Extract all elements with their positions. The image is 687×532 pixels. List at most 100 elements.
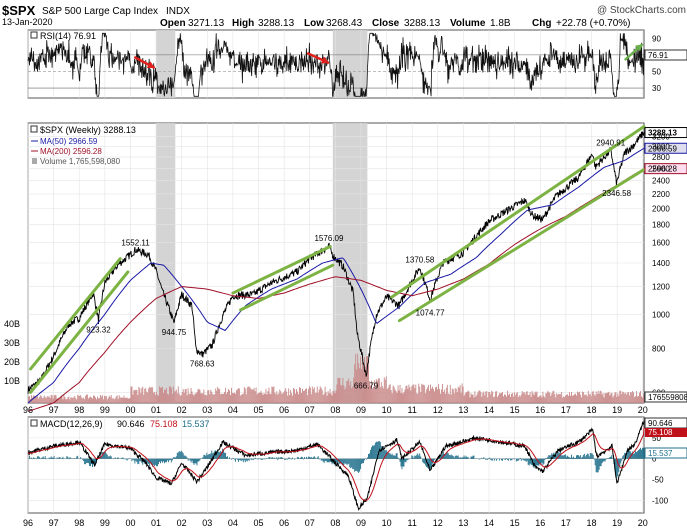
volume-bar (213, 394, 215, 403)
volume-bar (521, 391, 523, 403)
macd-histogram-bar (615, 458, 617, 476)
volume-bar (80, 394, 82, 403)
macd-histogram-bar (454, 455, 456, 459)
macd-histogram-bar (313, 456, 315, 459)
volume-bar (305, 388, 307, 403)
volume-bar (263, 393, 265, 403)
year-label-mid-96: 96 (23, 405, 33, 415)
volume-bar (87, 394, 89, 403)
volume-bar (366, 356, 367, 403)
macd-histogram-bar (540, 458, 542, 466)
year-label-mid-03: 03 (202, 405, 212, 415)
volume-bar (467, 390, 469, 403)
macd-histogram-bar (197, 458, 199, 462)
volume-bar (286, 391, 288, 403)
volume-bar (356, 369, 358, 403)
volume-bar (335, 390, 337, 403)
macd-histogram-bar (352, 458, 354, 470)
volume-value-label: 1765598080 (648, 393, 687, 402)
macd-histogram-bar (191, 458, 193, 461)
volume-bar (284, 390, 286, 403)
macd-histogram-bar (382, 445, 384, 459)
macd-histogram-bar (634, 453, 636, 459)
hist-value-box (644, 447, 687, 459)
volume-bar (206, 395, 208, 403)
year-label-bottom-10: 10 (382, 518, 392, 528)
volume-bar (608, 391, 610, 403)
volume-label: Volume (450, 18, 486, 29)
volume-bar (574, 394, 575, 403)
macd-histogram-bar (289, 457, 291, 459)
volume-bar (367, 356, 368, 403)
macd-histogram-bar (465, 455, 467, 459)
macd-histogram-bar (50, 456, 52, 459)
signal-line (28, 427, 645, 501)
macd-histogram-bar (298, 457, 299, 459)
volume-bar (96, 399, 97, 403)
volume-bar (593, 394, 595, 403)
high-value: 3288.13 (258, 18, 295, 29)
volume-bar (217, 386, 219, 403)
volume-bar (386, 389, 388, 403)
macd-histogram-bar (422, 458, 424, 463)
volume-bar (202, 393, 204, 403)
macd-histogram-bar (59, 457, 61, 459)
volume-bar (164, 390, 166, 403)
volume-bar (563, 396, 565, 403)
macd-histogram-bar (511, 458, 513, 460)
volume-bar (582, 392, 584, 403)
volume-bar (493, 397, 495, 403)
macd-histogram-bar (494, 458, 496, 461)
macd-histogram-bar (247, 458, 249, 461)
volume-bar (155, 394, 157, 403)
macd-histogram-bar (305, 456, 307, 459)
volume-bar (261, 393, 263, 403)
macd-histogram-bar (116, 457, 118, 459)
year-label-bottom-96: 96 (23, 518, 33, 528)
volume-bar (312, 389, 314, 403)
macd-histogram-bar (233, 458, 235, 460)
volume-bar (414, 388, 416, 403)
volume-bar (71, 397, 73, 403)
volume-bar (415, 384, 417, 403)
macd-histogram-bar (362, 458, 364, 464)
volume-bar (430, 384, 432, 403)
volume-bar (401, 388, 403, 403)
macd-histogram-bar (617, 458, 619, 476)
macd-histogram-bar (411, 455, 413, 459)
annotation-666.79: 666.79 (354, 381, 379, 390)
macd-value-label: 90.646 (648, 419, 673, 428)
macd-histogram-bar (536, 458, 538, 466)
volume-bar (281, 393, 283, 403)
volume-bar (136, 389, 138, 403)
macd-histogram-bar (561, 455, 563, 459)
macd-histogram-bar (210, 453, 212, 459)
volume-bar (292, 395, 294, 403)
volume-bar (560, 394, 562, 403)
volume-bar (573, 395, 574, 403)
volume-bar (307, 389, 309, 403)
volume-bar (400, 392, 402, 403)
volume-bar (456, 392, 458, 403)
volume-bar (269, 393, 271, 403)
volume-bar (110, 395, 112, 403)
volume-bar (265, 388, 267, 403)
volume-bar (374, 388, 376, 403)
volume-bar (418, 383, 420, 403)
macd-histogram-bar (252, 458, 254, 461)
volume-bar (100, 396, 102, 403)
macd-histogram-bar (281, 456, 283, 459)
macd-histogram-bar (261, 458, 263, 460)
macd-histogram-bar (524, 458, 526, 461)
volume-bar (330, 393, 332, 403)
volume-bar (412, 384, 414, 403)
volume-bar (474, 391, 476, 403)
volume-bar (205, 394, 207, 403)
macd-histogram-bar (42, 456, 44, 459)
volume-bar (303, 390, 305, 403)
volume-bar (36, 395, 38, 403)
volume-bar (42, 397, 44, 403)
macd-histogram-bar (644, 452, 645, 459)
macd-histogram-bar (123, 458, 125, 460)
volume-bar (640, 391, 641, 403)
